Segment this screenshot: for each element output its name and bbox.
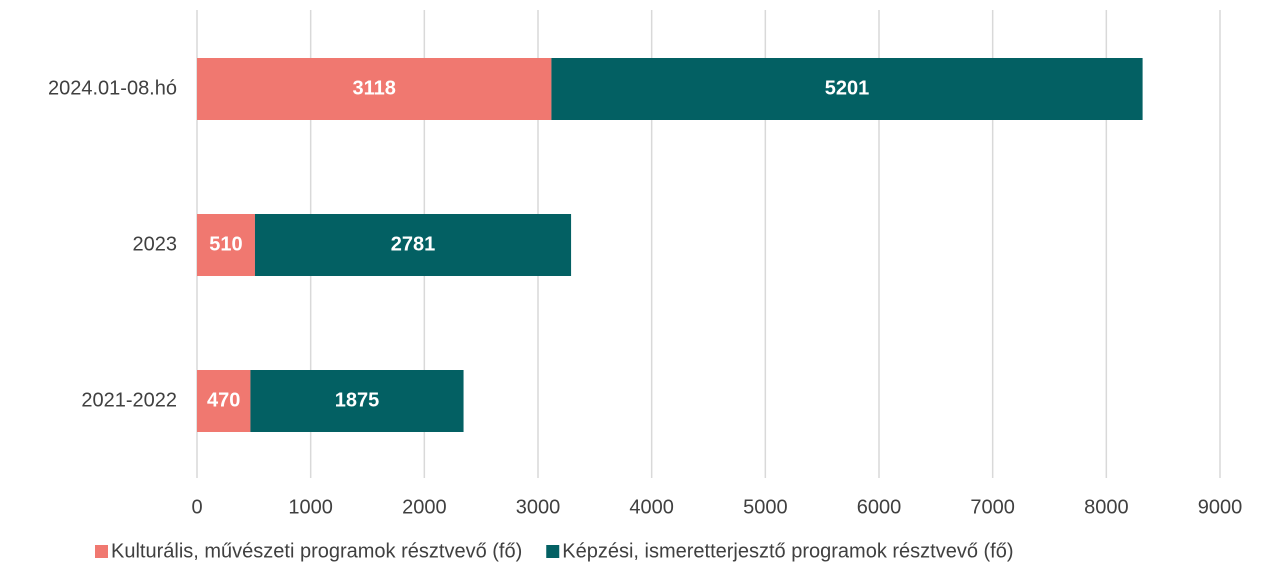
y-tick-label: 2023 <box>133 233 178 255</box>
x-tick-label: 5000 <box>743 496 788 518</box>
bar-segment <box>254 214 572 276</box>
x-tick-label: 9000 <box>1198 496 1243 518</box>
data-label: 1875 <box>335 389 380 411</box>
bar-segment <box>250 370 464 432</box>
bar-segment <box>551 58 1143 120</box>
y-tick-label: 2024.01-08.hó <box>48 77 177 99</box>
data-label: 470 <box>207 389 240 411</box>
x-tick-label: 2000 <box>402 496 447 518</box>
x-tick-label: 4000 <box>629 496 674 518</box>
x-tick-label: 8000 <box>1084 496 1129 518</box>
x-tick-label: 7000 <box>970 496 1015 518</box>
x-tick-label: 1000 <box>288 496 333 518</box>
x-tick-label: 3000 <box>516 496 561 518</box>
data-label: 5201 <box>825 77 870 99</box>
data-label: 2781 <box>391 233 436 255</box>
y-tick-label: 2021-2022 <box>81 389 177 411</box>
x-tick-label: 0 <box>191 496 202 518</box>
legend-swatch <box>546 545 560 558</box>
x-tick-label: 6000 <box>857 496 902 518</box>
bar-segment <box>197 370 251 432</box>
bar-segment <box>197 58 552 120</box>
legend-label: Kulturális, művészeti programok résztvev… <box>111 540 522 562</box>
legend-swatch <box>95 545 108 558</box>
data-label: 510 <box>209 233 242 255</box>
legend-label: Képzési, ismeretterjesztő programok rész… <box>562 540 1013 562</box>
data-label: 3118 <box>353 77 396 99</box>
bar-segment <box>197 214 255 276</box>
